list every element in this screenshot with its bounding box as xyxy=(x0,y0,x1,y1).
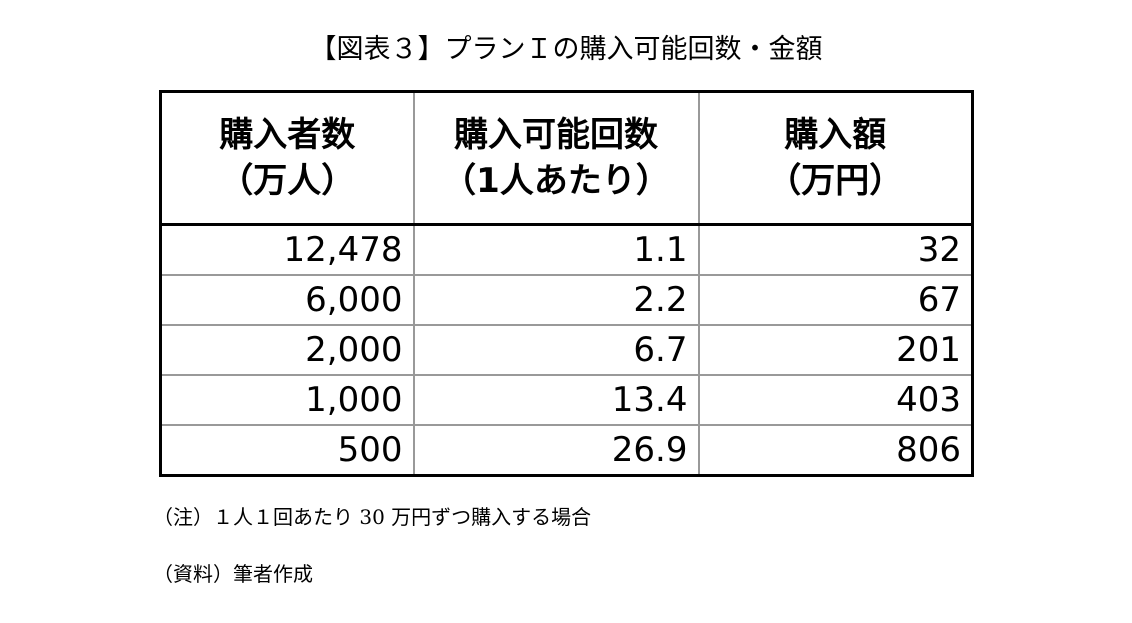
table-row: 6,000 2.2 67 xyxy=(160,274,973,325)
header-buyers-label: 購入者数 xyxy=(219,115,356,155)
table-note: （注）１人１回あたり 30 万円ずつ購入する場合 xyxy=(153,505,592,529)
cell-buyers: 1,000 xyxy=(160,374,414,425)
table-source: （資料）筆者作成 xyxy=(153,562,313,586)
header-buyers-unit: （万人） xyxy=(219,161,356,201)
table-row: 12,478 1.1 32 xyxy=(161,224,973,275)
cell-purchase-amount: 201 xyxy=(697,324,973,375)
table-header-row: 購入者数 （万人） 購入可能回数 （1人あたり） 購入額 （万円） xyxy=(160,91,973,226)
header-purchase-amount-unit: （万円） xyxy=(767,161,904,201)
cell-purchase-count: 1.1 xyxy=(412,224,699,275)
cell-purchase-amount: 403 xyxy=(697,374,973,425)
cell-buyers: 12,478 xyxy=(283,230,403,270)
header-purchase-count-label: 購入可能回数 xyxy=(454,115,658,155)
cell-purchase-count: 13.4 xyxy=(412,374,699,425)
table-row: 1,000 13.4 403 xyxy=(160,374,973,425)
header-purchase-amount: 購入額 （万円） xyxy=(697,91,973,226)
header-buyers: 購入者数 （万人） xyxy=(160,91,414,226)
figure-title: 【図表３】プランＩの購入可能回数・金額 xyxy=(309,34,823,65)
table-row: 500 26.9 806 xyxy=(160,424,973,476)
cell-purchase-amount: 806 xyxy=(697,424,973,476)
cell-buyers: 2,000 xyxy=(160,324,414,375)
cell-purchase-count: 6.7 xyxy=(412,324,699,375)
cell-purchase-amount: 67 xyxy=(697,274,973,325)
cell-purchase-count: 2.2 xyxy=(412,274,699,325)
cell-purchase-amount: 32 xyxy=(697,224,973,275)
purchase-table: 購入者数 （万人） 購入可能回数 （1人あたり） 購入額 （万円） 12,478… xyxy=(159,90,974,477)
cell-buyers: 6,000 xyxy=(160,274,414,325)
header-purchase-count: 購入可能回数 （1人あたり） xyxy=(412,91,699,226)
table-row: 2,000 6.7 201 xyxy=(160,324,973,375)
header-purchase-count-unit: （1人あたり） xyxy=(442,161,670,201)
cell-buyers: 500 xyxy=(160,424,414,476)
cell-purchase-count: 26.9 xyxy=(412,424,699,476)
header-purchase-amount-label: 購入額 xyxy=(784,115,887,155)
